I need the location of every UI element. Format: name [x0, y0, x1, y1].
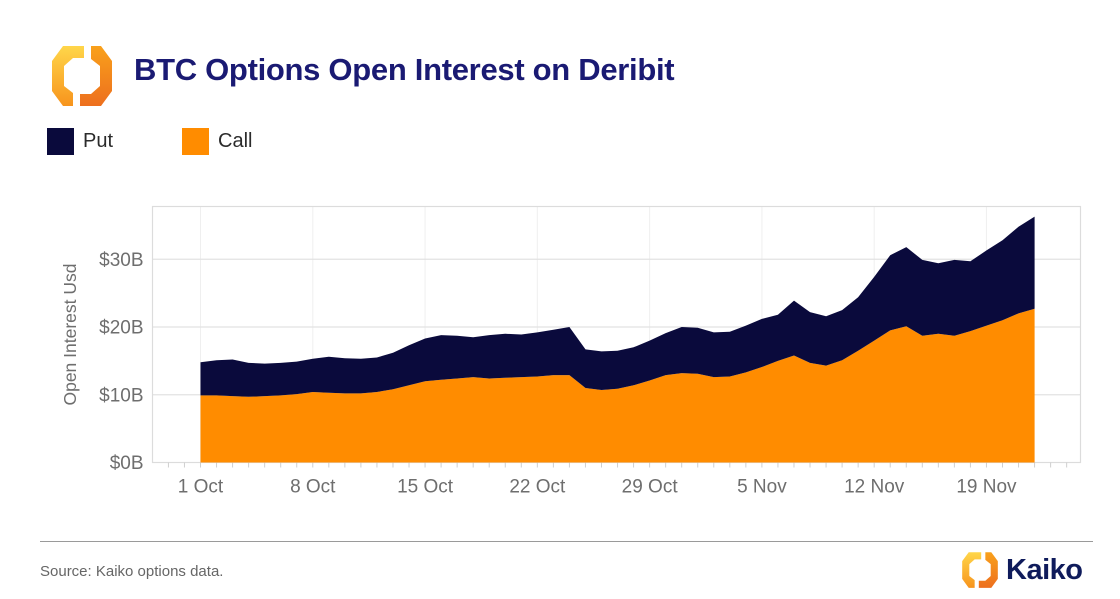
x-axis-tick-label: 29 Oct: [622, 477, 679, 498]
kaiko-brand: Kaiko: [961, 551, 1083, 589]
footer-divider: [40, 541, 1093, 542]
put-swatch: [47, 128, 74, 155]
legend: Put Call: [47, 128, 252, 155]
y-axis-title: Open Interest Usd: [60, 263, 80, 405]
legend-item-call: Call: [182, 128, 252, 155]
y-axis-tick-label: $20B: [99, 318, 143, 339]
kaiko-wordmark: Kaiko: [1006, 553, 1083, 586]
x-axis-tick-label: 22 Oct: [509, 477, 566, 498]
chart-area: 1 Oct 8 Oct 15 Oct 22 Oct 29 Oct 5 Nov 12 Nov 1…: [0, 190, 1120, 530]
x-axis-tick-label: 8 Oct: [290, 477, 336, 498]
kaiko-logo-icon: [50, 44, 114, 108]
source-text: Source: Kaiko options data.: [40, 563, 224, 580]
legend-item-put: Put: [47, 128, 113, 155]
put-area: [200, 216, 1035, 397]
chart-title: BTC Options Open Interest on Deribit: [134, 52, 675, 87]
call-area: [200, 308, 1035, 463]
x-axis-tick-label: 12 Nov: [844, 477, 905, 498]
kaiko-logo-icon: [961, 551, 999, 589]
stacked-area-plot: 1 Oct 8 Oct 15 Oct 22 Oct 29 Oct 5 Nov 12 Nov 1…: [60, 205, 1082, 498]
x-axis-tick-label: 1 Oct: [178, 477, 224, 498]
y-axis-tick-label: $10B: [99, 385, 143, 406]
x-axis-tick-label: 19 Nov: [956, 477, 1017, 498]
x-axis-tick-label: 15 Oct: [397, 477, 454, 498]
x-axis-tick-label: 5 Nov: [737, 477, 787, 498]
y-axis-tick-label: $0B: [110, 453, 144, 474]
legend-label-put: Put: [83, 130, 114, 152]
legend-label-call: Call: [218, 130, 253, 152]
call-swatch: [182, 128, 210, 155]
y-axis-tick-label: $30B: [99, 250, 143, 271]
